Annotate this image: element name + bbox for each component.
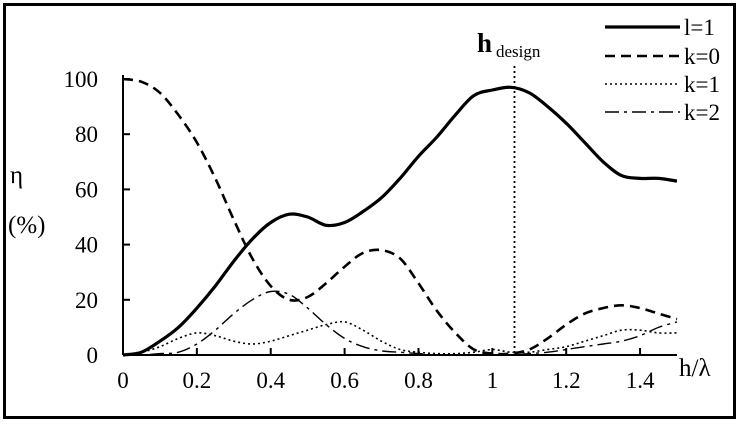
y-axis-ticks: 0 20 40 60 80 100: [64, 67, 130, 368]
x-tick-label: 0.2: [182, 368, 211, 393]
x-axis-ticks: 0 0.2 0.4 0.6 0.8 1 1.2 1.4: [117, 348, 655, 393]
y-tick-label: 20: [75, 288, 98, 313]
axes: [122, 75, 677, 356]
y-axis-unit: (%): [8, 212, 45, 239]
design-annotation-label: h: [477, 28, 492, 58]
legend-label: k=0: [684, 44, 720, 69]
x-tick-label: 0.8: [404, 368, 433, 393]
legend-label: l=1: [684, 15, 715, 40]
y-tick-label: 40: [75, 233, 98, 258]
y-tick-label: 60: [75, 177, 98, 202]
legend-label: k=1: [684, 72, 720, 97]
y-axis-symbol: η: [10, 162, 23, 189]
y-tick-label: 100: [64, 67, 99, 92]
legend: l=1 k=0 k=1 k=2: [605, 15, 720, 125]
design-annotation-subscript: design: [496, 42, 541, 61]
x-tick-label: 1.2: [552, 368, 581, 393]
series-line-k1: [122, 320, 678, 356]
series-line-l1: [122, 85, 678, 357]
series-line-k2: [122, 290, 678, 356]
y-tick-label: 0: [87, 343, 99, 368]
x-tick-label: 1.4: [626, 368, 655, 393]
x-tick-label: 0.4: [256, 368, 285, 393]
series-layer: [122, 77, 678, 357]
x-tick-label: 1: [487, 368, 499, 393]
x-tick-label: 0.6: [330, 368, 359, 393]
x-axis-label: h/λ: [679, 355, 711, 382]
legend-label: k=2: [684, 100, 720, 125]
series-line-k0: [122, 77, 678, 356]
chart-frame: [3, 3, 736, 419]
y-tick-label: 80: [75, 122, 98, 147]
x-tick-label: 0: [117, 368, 129, 393]
design-annotation: h design: [477, 28, 541, 355]
